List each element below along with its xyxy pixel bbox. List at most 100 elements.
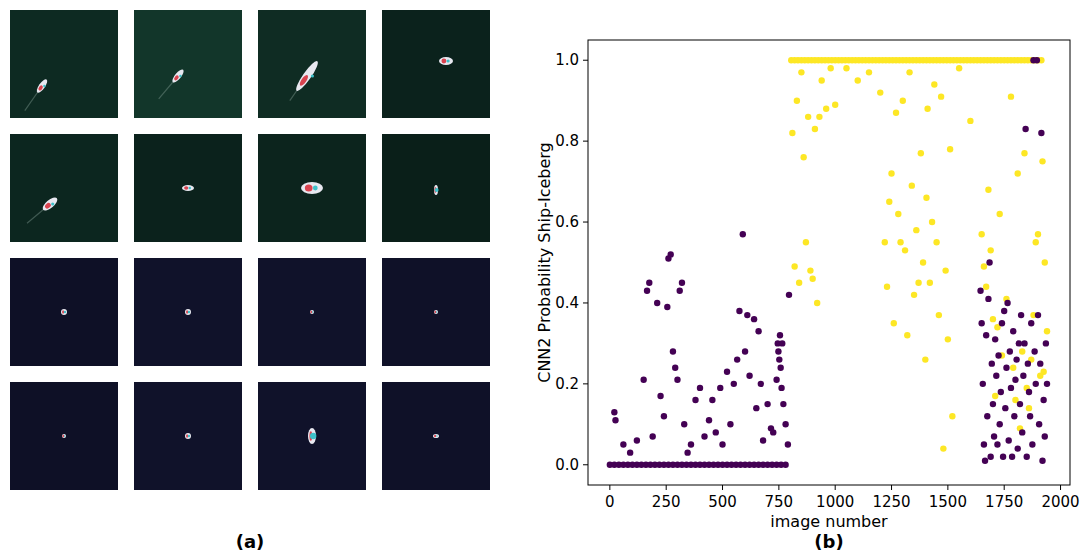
- point: [986, 259, 992, 265]
- point: [779, 340, 785, 346]
- point: [999, 320, 1005, 326]
- x-tick: [778, 485, 779, 490]
- target-detail: [447, 59, 450, 62]
- point: [611, 409, 617, 415]
- point: [1004, 300, 1010, 306]
- point: [991, 433, 997, 439]
- point: [933, 239, 939, 245]
- point: [938, 93, 944, 99]
- point: [1012, 377, 1018, 383]
- thumbnail: [134, 258, 242, 366]
- point: [1010, 364, 1016, 370]
- x-tick-label: 2000: [1041, 493, 1079, 511]
- point: [866, 69, 872, 75]
- point: [931, 81, 937, 87]
- point: [742, 348, 748, 354]
- point: [994, 441, 1000, 447]
- target-detail: [64, 435, 66, 437]
- panel-label: (a): [236, 531, 265, 552]
- point: [1008, 385, 1014, 391]
- point: [1026, 405, 1032, 411]
- target-detail: [62, 435, 64, 437]
- point: [818, 77, 824, 83]
- point: [911, 292, 917, 298]
- x-tick: [835, 485, 836, 490]
- point: [778, 385, 784, 391]
- point: [1039, 458, 1045, 464]
- point: [947, 146, 953, 152]
- point: [1011, 413, 1017, 419]
- point: [927, 280, 933, 286]
- point: [940, 445, 946, 451]
- point: [736, 308, 742, 314]
- point: [1021, 150, 1027, 156]
- x-tick-label: 1750: [985, 493, 1023, 511]
- point: [782, 421, 788, 427]
- point: [982, 458, 988, 464]
- point: [674, 377, 680, 383]
- point: [1010, 328, 1016, 334]
- point: [798, 69, 804, 75]
- point: [985, 186, 991, 192]
- point: [906, 69, 912, 75]
- point: [688, 441, 694, 447]
- point: [753, 405, 759, 411]
- point: [1035, 312, 1041, 318]
- target-detail: [313, 186, 318, 191]
- point: [1033, 381, 1039, 387]
- point: [1007, 348, 1013, 354]
- point: [1040, 397, 1046, 403]
- x-tick-label: 0: [605, 493, 615, 511]
- point: [1025, 360, 1031, 366]
- target: [310, 310, 314, 314]
- point: [1033, 239, 1039, 245]
- y-tick: [583, 383, 588, 384]
- y-tick: [583, 141, 588, 142]
- point: [902, 247, 908, 253]
- target-detail: [436, 311, 438, 313]
- point: [1042, 259, 1048, 265]
- point: [996, 211, 1002, 217]
- point: [777, 364, 783, 370]
- target: [61, 309, 67, 315]
- point: [998, 389, 1004, 395]
- point: [706, 417, 712, 423]
- thumbnail: [134, 134, 242, 242]
- point: [981, 441, 987, 447]
- point: [1003, 364, 1009, 370]
- target-detail: [298, 74, 309, 87]
- point: [764, 401, 770, 407]
- thumbnail: [258, 382, 366, 490]
- point: [987, 247, 993, 253]
- point: [929, 219, 935, 225]
- point: [692, 397, 698, 403]
- target: [171, 68, 186, 84]
- point: [942, 267, 948, 273]
- point: [654, 300, 660, 306]
- point: [886, 199, 892, 205]
- point: [1015, 445, 1021, 451]
- point: [996, 421, 1002, 427]
- target-detail: [188, 311, 190, 313]
- x-tick-label: 750: [765, 493, 794, 511]
- point: [731, 381, 737, 387]
- point: [751, 316, 757, 322]
- point: [776, 356, 782, 362]
- point: [1018, 312, 1024, 318]
- target: [182, 185, 194, 191]
- point: [640, 377, 646, 383]
- x-tick-label: 1250: [872, 493, 910, 511]
- y-tick: [583, 60, 588, 61]
- y-tick-label: 0.2: [555, 375, 579, 393]
- point: [984, 413, 990, 419]
- point: [634, 437, 640, 443]
- point: [1040, 369, 1046, 375]
- point: [1006, 437, 1012, 443]
- target-detail: [435, 188, 439, 192]
- x-tick: [1004, 485, 1005, 490]
- point: [918, 150, 924, 156]
- point: [977, 288, 983, 294]
- point: [670, 348, 676, 354]
- point: [1037, 360, 1043, 366]
- x-tick-label: 1000: [816, 493, 854, 511]
